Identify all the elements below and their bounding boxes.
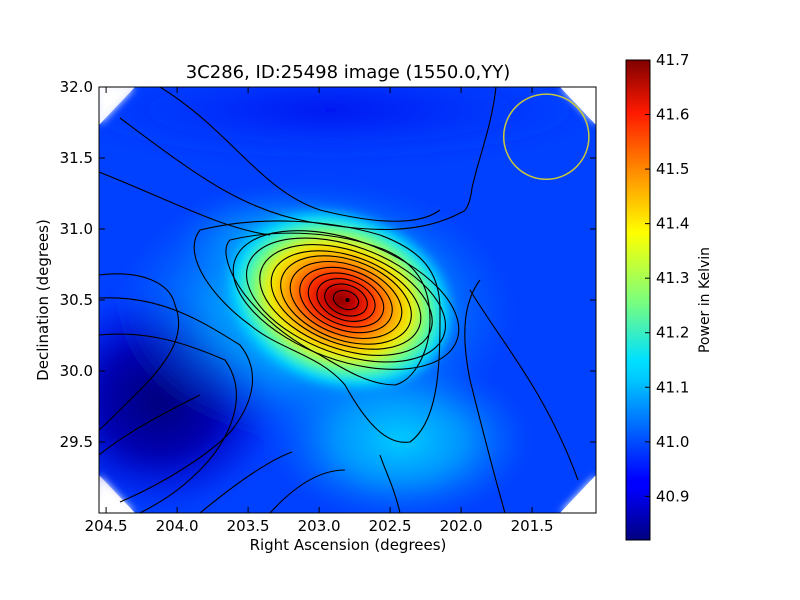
colorbar-tick-label: 41.7 <box>656 51 689 69</box>
contour-ring <box>232 230 460 370</box>
x-tick-label: 204.5 <box>85 517 128 535</box>
contour-line <box>469 289 579 481</box>
y-tick-label: 31.5 <box>60 149 93 167</box>
colorbar-label: Power in Kelvin <box>697 247 713 353</box>
x-tick-label: 203.5 <box>227 517 270 535</box>
colorbar-tick-label: 41.0 <box>656 433 689 451</box>
y-axis-ticks: 29.5 30.0 30.5 31.0 31.5 32.0 <box>60 78 596 451</box>
contour-line <box>199 451 293 513</box>
contour-line <box>379 454 401 513</box>
x-tick-label: 204.0 <box>156 517 199 535</box>
beam-circle <box>502 93 590 181</box>
contour-line <box>461 87 497 213</box>
x-tick-label: 203.0 <box>298 517 341 535</box>
contour-ring <box>259 244 433 356</box>
contour-line <box>99 273 180 431</box>
contour-line <box>269 469 346 513</box>
contour-line <box>159 87 441 222</box>
colorbar <box>625 59 651 541</box>
contour-line <box>99 333 237 513</box>
x-tick-label: 201.5 <box>511 517 554 535</box>
colorbar-tick-label: 41.6 <box>656 106 689 124</box>
contour-ring <box>270 250 422 350</box>
y-tick-label: 32.0 <box>60 78 93 96</box>
x-tick-label: 202.5 <box>369 517 412 535</box>
colorbar-tick-label: 41.5 <box>656 160 689 178</box>
contour-line <box>464 279 506 513</box>
colorbar-tick-label: 40.9 <box>656 487 689 505</box>
contour-ring <box>299 266 393 334</box>
contour-ring <box>280 255 412 345</box>
contour-ring <box>332 289 360 311</box>
contour-ring <box>245 237 447 363</box>
contour-ring <box>289 261 403 339</box>
contour-line <box>99 297 253 503</box>
y-tick-label: 30.5 <box>60 291 93 309</box>
colorbar-tick-label: 41.4 <box>656 215 689 233</box>
x-tick-label: 202.0 <box>440 517 483 535</box>
x-axis-ticks: 204.5 204.0 203.5 203.0 202.5 202.0 201.5 <box>85 87 554 535</box>
y-tick-label: 30.0 <box>60 362 93 380</box>
contour-ring <box>324 283 368 317</box>
colorbar-tick-label: 41.1 <box>656 378 689 396</box>
colorbar-tick-label: 41.3 <box>656 269 689 287</box>
contour-line <box>99 394 201 456</box>
contour-lines <box>99 87 579 513</box>
y-tick-label: 29.5 <box>60 433 93 451</box>
contour-ring <box>316 278 376 322</box>
y-tick-label: 31.0 <box>60 220 93 238</box>
chart-title: 3C286, ID:25498 image (1550.0,YY) <box>186 62 511 83</box>
contour-line <box>193 220 441 443</box>
peak-marker <box>345 298 350 302</box>
x-axis-label: Right Ascension (degrees) <box>250 536 447 554</box>
contour-ring <box>307 272 385 328</box>
y-axis-label: Declination (degrees) <box>34 219 52 381</box>
colorbar-ticks: 40.9 41.0 41.1 41.2 41.3 41.4 41.5 41.6 41.7 <box>645 51 689 505</box>
contour-line <box>99 171 271 236</box>
colorbar-tick-label: 41.2 <box>656 324 689 342</box>
